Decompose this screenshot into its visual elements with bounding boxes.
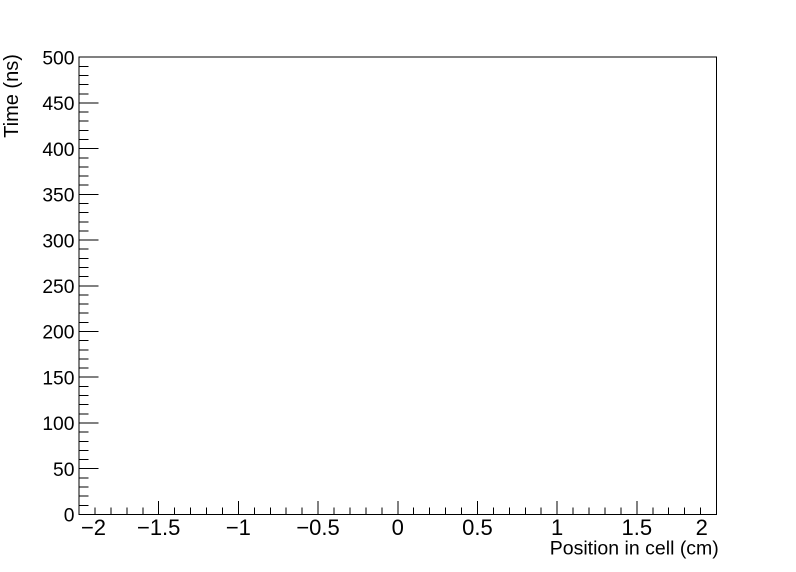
svg-text:−1: −1: [226, 515, 251, 540]
svg-text:300: 300: [42, 231, 74, 252]
svg-text:1.5: 1.5: [622, 515, 653, 540]
svg-text:−0.5: −0.5: [296, 515, 339, 540]
svg-text:0: 0: [64, 506, 75, 527]
svg-text:1: 1: [551, 515, 563, 540]
svg-text:350: 350: [42, 186, 74, 207]
svg-text:500: 500: [42, 48, 74, 69]
svg-text:Position in cell (cm): Position in cell (cm): [550, 538, 719, 560]
svg-text:2: 2: [696, 515, 708, 540]
svg-text:−1.5: −1.5: [137, 515, 180, 540]
svg-text:400: 400: [42, 140, 74, 161]
svg-text:−2: −2: [81, 515, 106, 540]
svg-text:450: 450: [42, 94, 74, 115]
svg-text:0: 0: [392, 515, 404, 540]
svg-text:250: 250: [42, 277, 74, 298]
svg-text:200: 200: [42, 323, 74, 344]
svg-text:Time (ns): Time (ns): [1, 54, 23, 138]
svg-text:50: 50: [53, 460, 74, 481]
svg-text:100: 100: [42, 414, 74, 435]
svg-text:0.5: 0.5: [462, 515, 493, 540]
svg-text:150: 150: [42, 368, 74, 389]
